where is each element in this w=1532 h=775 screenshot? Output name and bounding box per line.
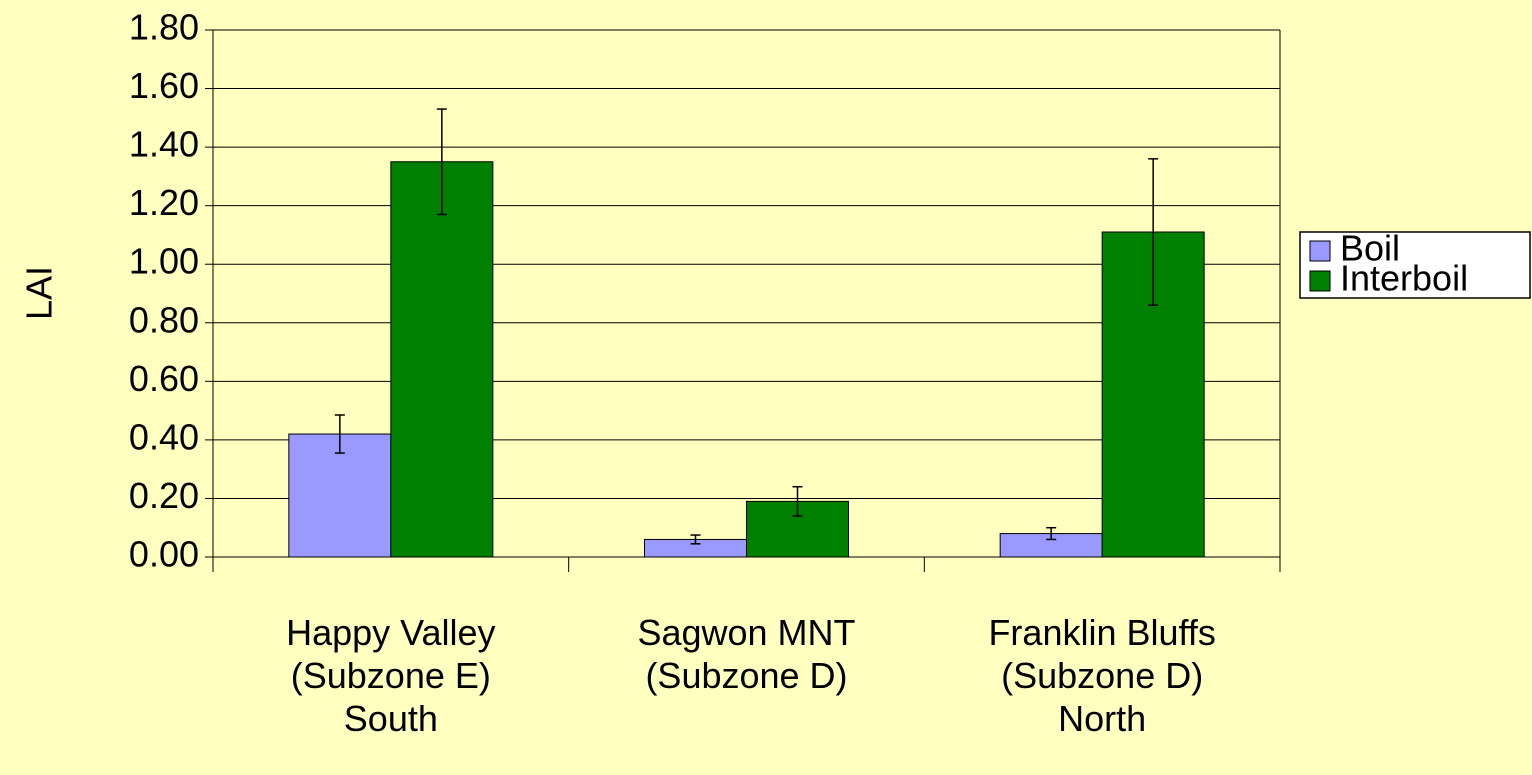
bar <box>390 161 494 558</box>
error-bar <box>1046 526 1057 541</box>
error-bar <box>1148 158 1159 306</box>
legend-swatch <box>1309 270 1331 292</box>
error-bar <box>436 108 447 216</box>
y-tick-label: 1.80 <box>129 7 199 48</box>
y-tick-label: 1.00 <box>129 241 199 282</box>
y-tick-label: 0.80 <box>129 299 199 340</box>
x-tick-label: Franklin Bluffs (Subzone D) North <box>988 612 1215 739</box>
error-bar <box>334 414 345 454</box>
legend-box <box>1299 231 1531 299</box>
y-tick-label: 1.20 <box>129 182 199 223</box>
bar <box>288 433 392 558</box>
x-tick-label: Sagwon MNT (Subzone D) <box>637 612 855 696</box>
y-tick-label: 0.00 <box>129 534 199 575</box>
error-bar <box>690 534 701 545</box>
y-tick-label: 1.60 <box>129 65 199 106</box>
error-bar <box>792 485 803 517</box>
y-axis-title: LAI <box>19 266 60 320</box>
legend-label: Interboil <box>1340 258 1468 299</box>
y-tick-label: 0.40 <box>129 416 199 457</box>
y-tick-label: 1.40 <box>129 124 199 165</box>
y-tick-label: 0.20 <box>129 475 199 516</box>
y-tick-label: 0.60 <box>129 358 199 399</box>
x-tick-label: Happy Valley (Subzone E) South <box>286 612 495 739</box>
legend-label: Boil <box>1340 228 1400 269</box>
legend-swatch <box>1309 240 1331 262</box>
